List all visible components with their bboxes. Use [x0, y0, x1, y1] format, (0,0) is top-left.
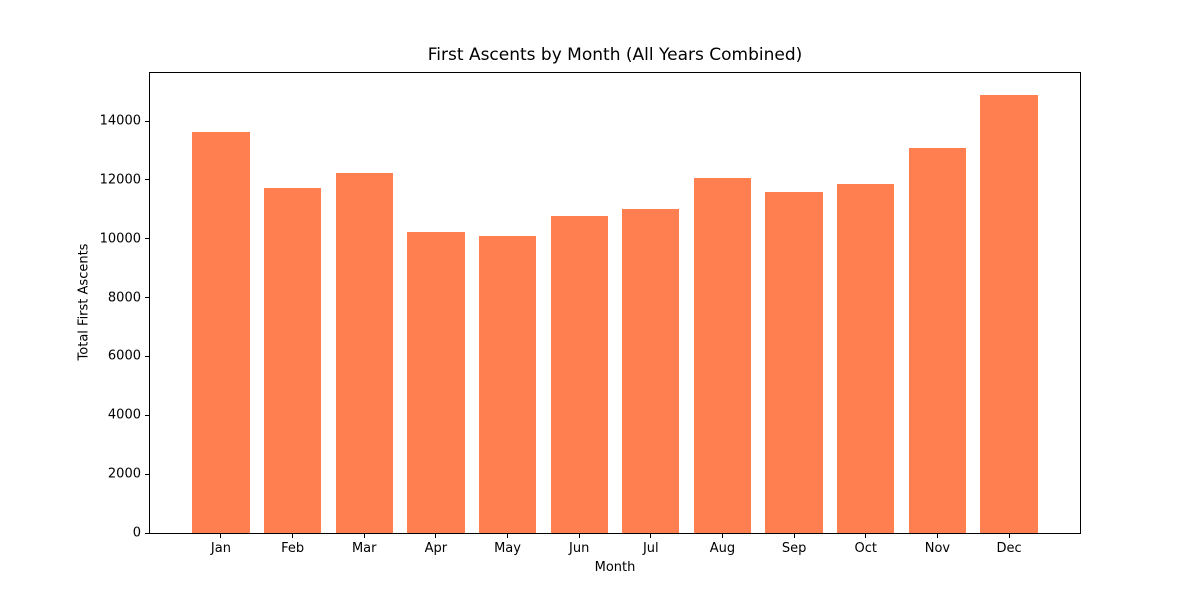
- x-tick-label: Feb: [281, 541, 305, 556]
- bar-jun: [550, 215, 608, 533]
- x-tick-mark: [220, 533, 222, 538]
- bar-aug: [693, 177, 752, 533]
- bar-mar: [335, 173, 393, 533]
- y-tick-label: 12000: [99, 172, 141, 188]
- y-tick-mark: [145, 532, 150, 534]
- x-tick-label: Oct: [854, 541, 878, 556]
- x-tick-label: Aug: [709, 541, 736, 556]
- x-tick-label: May: [494, 541, 521, 556]
- x-tick-label: Jun: [569, 541, 590, 556]
- x-tick-mark: [936, 533, 938, 538]
- x-tick-mark: [578, 533, 580, 538]
- y-tick-mark: [145, 297, 150, 299]
- y-tick-label: 6000: [107, 348, 141, 364]
- plot-area: Jan Feb Mar Apr May Jun Jul Aug Sep Oct Nov Dec 0 200…: [100, 72, 1081, 556]
- x-tick-label: Mar: [351, 541, 377, 556]
- bar-feb: [263, 187, 322, 533]
- x-tick-mark: [292, 533, 294, 538]
- bar-oct: [837, 184, 895, 533]
- y-tick-label: 4000: [107, 407, 141, 423]
- x-tick-mark: [507, 533, 509, 538]
- y-tick-mark: [145, 355, 150, 357]
- x-tick-label: Apr: [424, 541, 448, 556]
- y-tick-mark: [145, 473, 150, 475]
- x-tick-label: Nov: [924, 541, 951, 556]
- y-tick-mark: [145, 414, 150, 416]
- x-tick-label: Jul: [642, 541, 659, 556]
- y-tick-mark: [145, 120, 150, 122]
- x-tick-mark: [650, 533, 652, 538]
- y-tick-label: 10000: [99, 231, 141, 247]
- bar-dec: [980, 94, 1038, 533]
- y-tick-label: 14000: [99, 113, 141, 129]
- x-tick-mark: [435, 533, 437, 538]
- bar-sep: [765, 191, 823, 533]
- y-tick-label: 0: [132, 525, 141, 541]
- bar-jul: [622, 208, 680, 533]
- y-tick-mark: [145, 179, 150, 181]
- chart-title: First Ascents by Month (All Years Combin…: [427, 45, 803, 65]
- x-tick-label: Dec: [996, 541, 1022, 556]
- x-tick-mark: [721, 533, 723, 538]
- y-tick-mark: [145, 238, 150, 240]
- y-tick-label: 2000: [107, 466, 141, 482]
- bar-jan: [192, 131, 250, 533]
- x-tick-label: Jan: [210, 541, 231, 556]
- bar-apr: [407, 231, 465, 533]
- x-axis-label: Month: [594, 560, 636, 575]
- x-tick-mark: [1008, 533, 1010, 538]
- x-tick-mark: [363, 533, 365, 538]
- bar-may: [478, 236, 537, 533]
- x-tick-label: Sep: [781, 541, 807, 556]
- bar-nov: [908, 147, 967, 533]
- x-tick-mark: [793, 533, 795, 538]
- x-tick-mark: [865, 533, 867, 538]
- y-tick-label: 8000: [107, 290, 141, 306]
- y-axis-label: Total First Ascents: [76, 243, 92, 361]
